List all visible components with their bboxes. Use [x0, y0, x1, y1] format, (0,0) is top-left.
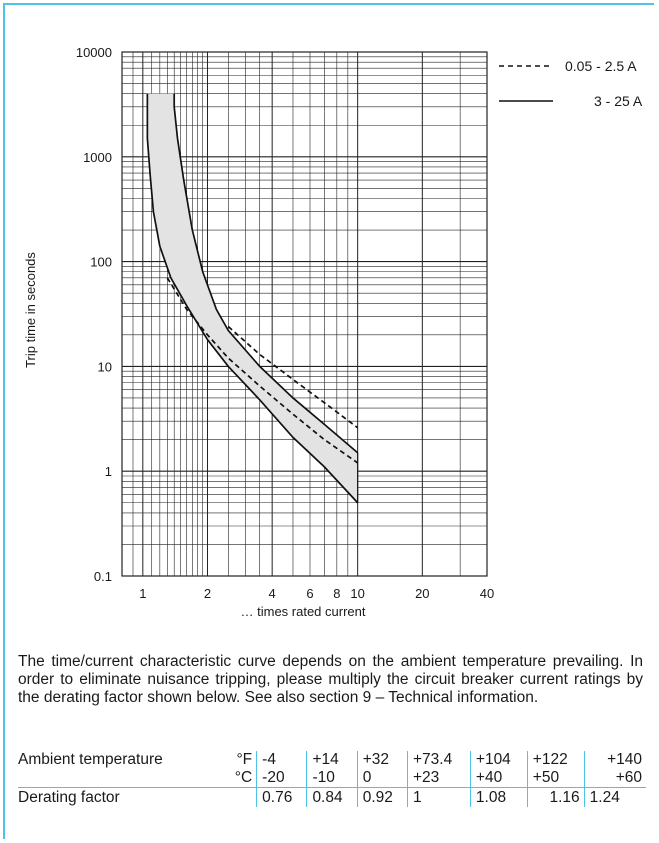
legend-dashed-label: 0.05 - 2.5 A [565, 58, 637, 74]
table-cell: 0.92 [356, 787, 408, 807]
table-cell: +23 [407, 769, 471, 788]
table-cell: 1.24 [583, 787, 646, 807]
x-axis-label: … times rated current [241, 604, 366, 619]
table-cell: +14 [306, 751, 358, 769]
y-axis-label: Trip time in seconds [23, 252, 38, 368]
tolerance-band [147, 93, 359, 503]
table-cell: 1 [407, 787, 471, 807]
trip-curve-chart: 10000 1000 100 10 1 0.1 1 2 4 6 8 10 20 40 Trip time … [23, 45, 643, 619]
table-cell: +140 [583, 751, 646, 769]
y-tick-label: 10 [98, 359, 112, 374]
table-row: °C -20 -10 0 +23 +40 +50 +60 [18, 769, 646, 788]
band-fill [147, 93, 358, 503]
derating-table: Ambient temperature °F -4 +14 +32 +73.4 +104 +1… [18, 751, 646, 807]
table-cell: +32 [356, 751, 408, 769]
dashed-curve-lower-bound [166, 277, 359, 464]
y-tick-label: 100 [90, 255, 112, 270]
table-row: Ambient temperature °F -4 +14 +32 +73.4 +104 +1… [18, 751, 646, 769]
dashed-curve-upper-bound [227, 325, 359, 429]
legend-solid-label: 3 - 25 A [594, 93, 643, 109]
row-unit: °F [236, 751, 253, 768]
row-label [18, 769, 219, 788]
page-frame [3, 3, 654, 839]
solid-curve-upper-bound [173, 93, 359, 454]
table-cell: -20 [256, 769, 307, 788]
x-tick-label: 40 [480, 586, 494, 601]
plot-frame [121, 51, 488, 577]
y-tick-label: 1000 [83, 150, 112, 165]
description-text: The time/current characteristic curve de… [18, 653, 643, 706]
x-tick-label: 1 [139, 586, 146, 601]
x-tick-label: 2 [204, 586, 211, 601]
tick-labels: 10000 1000 100 10 1 0.1 1 2 4 6 8 10 20 40 [76, 45, 494, 601]
table-cell: 0.76 [256, 787, 307, 807]
table-cell: +60 [583, 769, 646, 788]
table-row: Derating factor 0.76 0.84 0.92 1 1.08 1.16 1.24 [18, 787, 646, 807]
x-tick-label: 20 [415, 586, 429, 601]
table-cell: -10 [306, 769, 358, 788]
x-tick-label: 8 [333, 586, 340, 601]
y-tick-label: 0.1 [94, 569, 112, 584]
x-tick-label: 6 [306, 586, 313, 601]
row-unit [219, 787, 257, 807]
table-cell: -4 [256, 751, 307, 769]
legend: 0.05 - 2.5 A 3 - 25 A [499, 58, 643, 109]
y-tick-label: 10000 [76, 45, 112, 60]
table-cell: +104 [469, 751, 528, 769]
table-cell: +50 [526, 769, 585, 788]
row-label: Derating factor [18, 787, 220, 807]
row-label: Ambient temperature [18, 751, 163, 768]
row-unit: °C [234, 769, 253, 786]
solid-curve-lower-bound [146, 93, 359, 504]
table-cell: +73.4 [407, 751, 471, 769]
table-cell: 1.16 [526, 787, 585, 807]
table-cell: 0 [356, 769, 408, 788]
table-cell: 0.84 [306, 787, 358, 807]
table-cell: +122 [526, 751, 585, 769]
x-tick-label: 10 [350, 586, 364, 601]
x-tick-label: 4 [269, 586, 276, 601]
curve-lines [146, 93, 359, 504]
y-tick-label: 1 [105, 464, 112, 479]
table-cell: +40 [469, 769, 528, 788]
table-cell: 1.08 [469, 787, 528, 807]
